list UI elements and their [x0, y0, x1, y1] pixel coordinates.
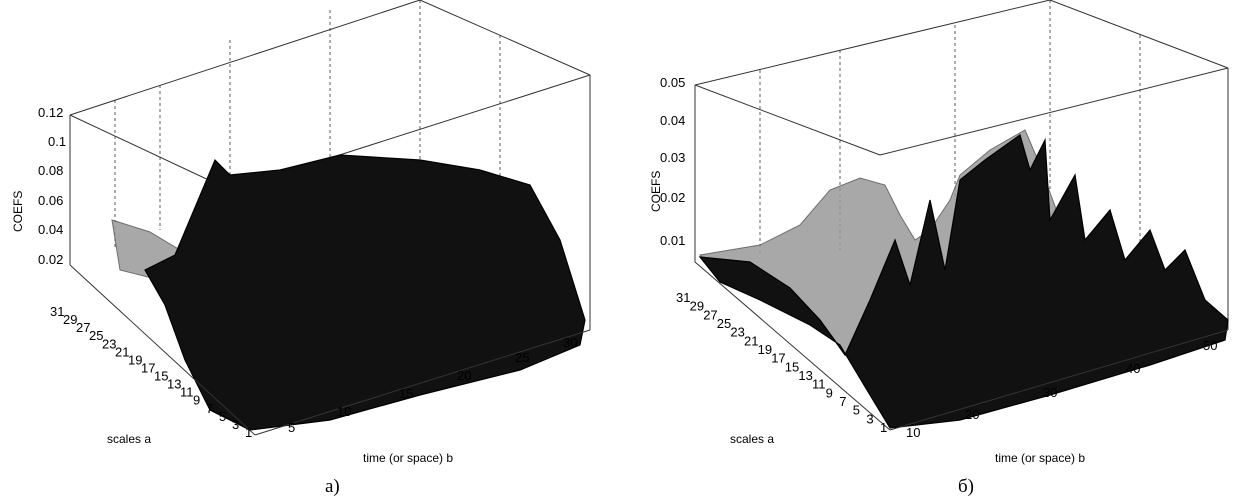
y-tick: 13 [167, 377, 181, 392]
box-edge [69, 264, 256, 436]
y-axis-label: scales a [107, 432, 151, 446]
y-tick: 7 [206, 401, 213, 416]
grid-b [759, 0, 1141, 255]
z-tick: 0.03 [660, 150, 685, 165]
y-tick: 17 [771, 351, 785, 366]
y-tick: 27 [76, 320, 90, 335]
y-tick: 31 [676, 290, 690, 305]
caption-a: a) [325, 476, 340, 497]
box-edge [419, 0, 591, 76]
y-tick: 31 [50, 304, 64, 319]
x-tick: 25 [515, 350, 529, 365]
x-tick: 20 [965, 407, 979, 422]
y-tick: 27 [703, 307, 717, 322]
y-tick: 7 [839, 394, 846, 409]
z-axis-label: COEFS [11, 191, 25, 232]
y-tick: 11 [812, 377, 826, 392]
z-tick: 0.02 [660, 190, 685, 205]
y-axis-label: scales a [730, 432, 774, 446]
y-tick: 17 [141, 361, 155, 376]
z-tick: 0.12 [38, 105, 63, 120]
box-edge [694, 84, 881, 156]
z-tick: 0.01 [660, 233, 685, 248]
x-axis-label: time (or space) b [363, 451, 453, 465]
x-tick: 30 [563, 335, 577, 350]
x-tick: 10 [906, 425, 920, 440]
z-tick: 0.02 [38, 252, 63, 267]
z-axis-label: COEFS [649, 171, 663, 212]
y-tick: 29 [690, 299, 704, 314]
box-edge [694, 261, 891, 431]
x-tick: 15 [399, 386, 413, 401]
y-tick: 1 [880, 420, 887, 435]
y-tick: 25 [89, 328, 103, 343]
x-tick: 50 [1203, 338, 1217, 353]
y-tick: 23 [730, 325, 744, 340]
z-tick: 0.05 [660, 75, 685, 90]
z-tick: 0.04 [660, 113, 685, 128]
surface-dense-region [698, 134, 1229, 429]
x-tick: 5 [288, 420, 295, 435]
y-tick: 1 [245, 425, 252, 440]
y-tick: 15 [785, 359, 799, 374]
x-tick: 40 [1126, 361, 1140, 376]
y-tick: 19 [758, 342, 772, 357]
y-tick: 21 [115, 344, 129, 359]
y-tick: 15 [154, 369, 168, 384]
box-edge [69, 0, 421, 116]
x-tick: 30 [1043, 385, 1057, 400]
box-edge [1049, 0, 1229, 69]
panel-a: 0.02 0.04 0.06 0.08 0.1 0.12 COEFS 5 10 … [11, 0, 591, 497]
surface-dense-region [144, 154, 586, 431]
y-tick: 9 [193, 393, 200, 408]
box-edge [254, 329, 591, 436]
y-tick: 25 [717, 316, 731, 331]
y-tick: 29 [63, 312, 77, 327]
y-tick: 5 [853, 403, 860, 418]
y-tick: 21 [744, 333, 758, 348]
box-edge [879, 67, 1229, 156]
box-edge [889, 329, 1229, 431]
box-edge [694, 0, 1051, 86]
z-tick: 0.1 [48, 134, 66, 149]
z-tick: 0.08 [38, 163, 63, 178]
y-tick: 11 [180, 385, 194, 400]
y-tick: 9 [826, 385, 833, 400]
box-edge [69, 114, 231, 191]
x-tick: 10 [337, 404, 351, 419]
y-tick: 23 [102, 336, 116, 351]
y-tick: 19 [128, 352, 142, 367]
y-tick: 13 [798, 368, 812, 383]
x-axis-label: time (or space) b [995, 451, 1085, 465]
y-tick: 3 [232, 417, 239, 432]
z-tick: 0.04 [38, 222, 63, 237]
y-tick: 3 [866, 411, 873, 426]
z-tick: 0.06 [38, 193, 63, 208]
y-tick: 5 [219, 409, 226, 424]
panel-b: 0.01 0.02 0.03 0.04 0.05 COEFS 10 20 30 … [649, 0, 1229, 497]
caption-b: б) [958, 476, 974, 497]
x-tick: 20 [457, 368, 471, 383]
